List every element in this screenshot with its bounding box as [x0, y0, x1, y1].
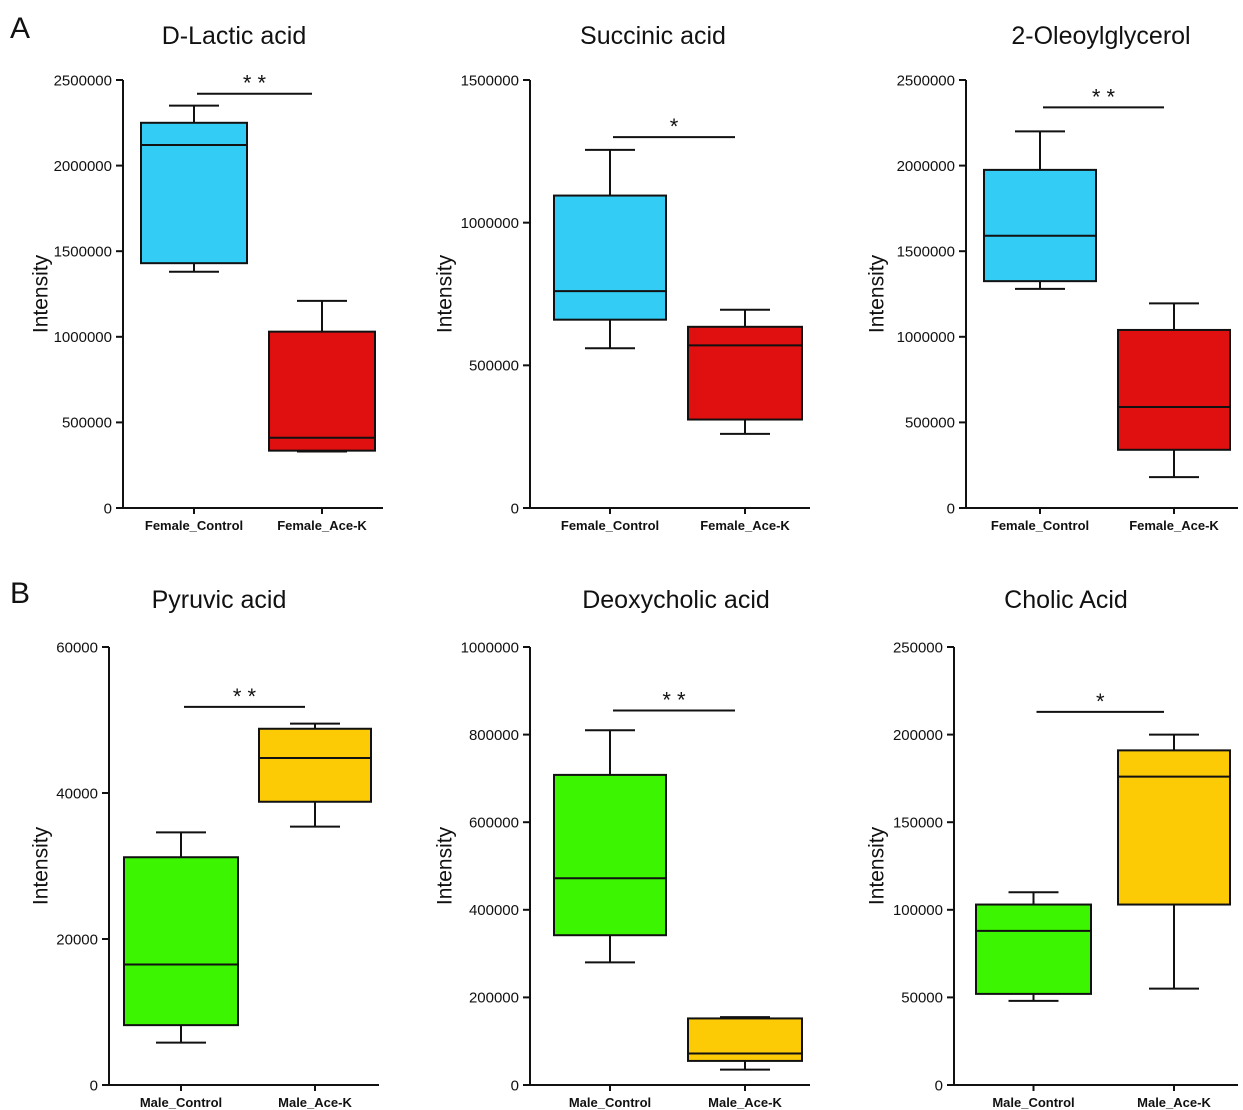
chart-1: D-Lactic acid Intensity 0 500000 1000000 1500… [29, 22, 383, 533]
chart-4: Pyruvic acid Intensity 0 20000 40000 60000 Mal… [29, 586, 379, 1110]
y-tick-label: 0 [511, 500, 519, 517]
y-axis-label: Intensity [865, 254, 888, 333]
chart-3: 2-Oleoylglycerol Intensity 0 500000 1000000 1… [865, 22, 1238, 533]
y-tick-label: 20000 [56, 931, 98, 948]
y-tick-label: 200000 [893, 727, 943, 744]
y-tick-label: 150000 [893, 814, 943, 831]
iqr-box [140, 121, 248, 265]
box-2 [258, 722, 372, 828]
y-axis-label: Intensity [29, 826, 52, 905]
chart-5: Deoxycholic acid Intensity 0 200000 400000 60… [433, 586, 810, 1110]
x-tick-label: Male_Ace-K [708, 1095, 782, 1110]
x-tick-label: Male_Ace-K [1137, 1095, 1211, 1110]
y-tick-label: 2500000 [897, 72, 955, 89]
y-tick-label: 200000 [469, 990, 519, 1007]
y-tick-label: 40000 [56, 785, 98, 802]
x-tick-label: Female_Ace-K [1129, 518, 1219, 533]
x-tick-label: Female_Control [561, 518, 659, 533]
y-tick-label: 0 [104, 500, 112, 517]
chart-title: Deoxycholic acid [582, 586, 770, 614]
significance-marker: * [1096, 689, 1105, 714]
box-2 [687, 308, 803, 435]
y-tick-label: 2000000 [897, 158, 955, 175]
box-1 [123, 831, 239, 1044]
x-tick-label: Female_Ace-K [277, 518, 367, 533]
y-tick-label: 600000 [469, 814, 519, 831]
chart-title: Cholic Acid [1004, 586, 1128, 614]
panel-label-a: A [10, 12, 30, 45]
y-tick-label: 1000000 [461, 215, 519, 232]
box-1 [983, 130, 1097, 290]
chart-title: 2-Oleoylglycerol [1011, 22, 1190, 50]
iqr-box [553, 773, 667, 937]
iqr-box [975, 903, 1092, 995]
iqr-box [268, 330, 376, 452]
iqr-box [258, 727, 372, 803]
x-tick-label: Female_Control [145, 518, 243, 533]
y-tick-label: 250000 [893, 639, 943, 656]
y-tick-label: 1000000 [461, 639, 519, 656]
y-tick-label: 0 [947, 500, 955, 517]
y-tick-label: 0 [511, 1077, 519, 1094]
box-1 [975, 891, 1092, 1002]
significance-marker: * * [662, 688, 686, 713]
y-axis-label: Intensity [865, 826, 888, 905]
box-2 [687, 1016, 803, 1071]
y-axis-label: Intensity [433, 254, 456, 333]
y-tick-label: 1500000 [54, 243, 112, 260]
y-tick-label: 1500000 [461, 72, 519, 89]
y-tick-label: 2500000 [54, 72, 112, 89]
significance-marker: * [670, 114, 679, 139]
chart-title: Pyruvic acid [152, 586, 287, 614]
x-tick-label: Male_Control [992, 1095, 1074, 1110]
box-2 [268, 299, 376, 453]
chart-2: Succinic acid Intensity 0 500000 1000000 1500… [433, 22, 810, 533]
y-tick-label: 0 [935, 1077, 943, 1094]
x-tick-label: Female_Control [991, 518, 1089, 533]
chart-title: Succinic acid [580, 22, 726, 50]
y-tick-label: 500000 [469, 358, 519, 375]
y-tick-label: 500000 [62, 415, 112, 432]
significance-marker: * * [1092, 84, 1116, 109]
iqr-box [687, 1017, 803, 1062]
y-tick-label: 0 [90, 1077, 98, 1094]
chart-6: Cholic Acid Intensity 0 50000 100000 150000 20… [865, 586, 1238, 1110]
y-tick-label: 500000 [905, 415, 955, 432]
y-axis-label: Intensity [433, 826, 456, 905]
panel-label-b: B [10, 577, 30, 610]
box-1 [140, 104, 248, 273]
y-tick-label: 800000 [469, 727, 519, 744]
iqr-box [553, 194, 667, 321]
chart-title: D-Lactic acid [162, 22, 307, 50]
x-tick-label: Male_Ace-K [278, 1095, 352, 1110]
y-tick-label: 50000 [901, 990, 943, 1007]
y-tick-label: 1000000 [897, 329, 955, 346]
x-tick-label: Male_Control [569, 1095, 651, 1110]
y-tick-label: 60000 [56, 639, 98, 656]
x-tick-label: Female_Ace-K [700, 518, 790, 533]
y-tick-label: 400000 [469, 902, 519, 919]
y-axis-label: Intensity [29, 254, 52, 333]
y-tick-label: 1500000 [897, 243, 955, 260]
iqr-box [983, 168, 1097, 283]
y-tick-label: 1000000 [54, 329, 112, 346]
iqr-box [1117, 328, 1231, 451]
iqr-box [687, 325, 803, 421]
significance-marker: * * [233, 684, 257, 709]
box-1 [553, 148, 667, 350]
significance-marker: * * [243, 71, 267, 96]
y-tick-label: 2000000 [54, 158, 112, 175]
iqr-box [123, 856, 239, 1027]
box-2 [1117, 302, 1231, 479]
iqr-box [1117, 749, 1231, 906]
box-2 [1117, 733, 1231, 990]
y-tick-label: 100000 [893, 902, 943, 919]
x-tick-label: Male_Control [140, 1095, 222, 1110]
box-1 [553, 729, 667, 964]
